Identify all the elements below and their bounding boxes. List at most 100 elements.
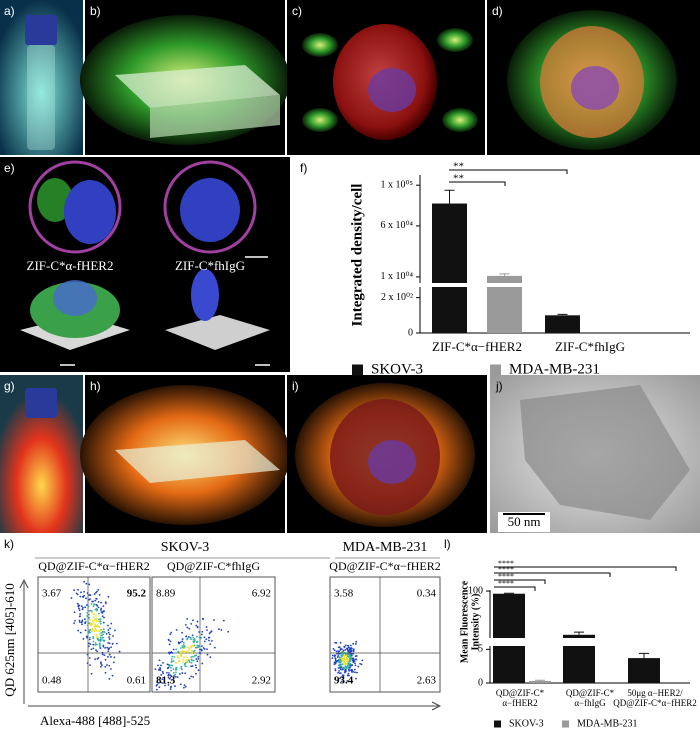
event-dot	[82, 606, 84, 609]
error-bar	[557, 313, 568, 316]
event-dot	[95, 629, 98, 632]
event-dot	[190, 649, 193, 652]
event-dot	[343, 659, 346, 662]
event-dot	[335, 650, 338, 653]
event-dot	[102, 605, 105, 607]
event-dot	[350, 657, 352, 660]
panel-label: j)	[495, 379, 503, 393]
event-dot	[195, 658, 198, 660]
event-dot	[159, 669, 162, 672]
significance-label: **	[453, 173, 464, 185]
cell-membrane	[163, 160, 257, 254]
panel-label: f)	[300, 161, 307, 175]
x-tick-label: QD@ZIF-C*	[496, 688, 545, 698]
event-dot	[346, 680, 349, 682]
event-dot	[185, 659, 188, 662]
event-dot	[339, 665, 342, 668]
event-dot	[86, 611, 89, 614]
event-dot	[193, 639, 196, 642]
cell-membrane	[28, 160, 122, 254]
event-dot	[81, 608, 84, 611]
event-dot	[101, 615, 104, 618]
event-dot	[222, 619, 225, 622]
event-dot	[88, 657, 91, 659]
event-dot	[170, 664, 172, 667]
significance-line	[449, 181, 506, 186]
event-dot	[95, 649, 97, 652]
event-dot	[206, 653, 209, 656]
event-dot	[191, 659, 194, 662]
event-dot	[333, 663, 336, 666]
event-dot	[94, 658, 97, 661]
event-dot	[78, 607, 80, 610]
event-dot	[99, 661, 102, 664]
event-dot	[90, 630, 93, 633]
event-dot	[107, 624, 109, 627]
event-dot	[182, 686, 185, 689]
event-dot	[345, 654, 348, 657]
significance-line	[449, 169, 568, 174]
event-dot	[103, 654, 106, 656]
event-dot	[355, 658, 358, 661]
event-dot	[77, 588, 79, 591]
event-dot	[169, 688, 172, 690]
event-dot	[91, 628, 94, 631]
event-dot	[104, 658, 107, 661]
event-dot	[77, 629, 80, 632]
event-dot	[334, 659, 337, 662]
nucleus	[368, 68, 416, 112]
event-dot	[183, 647, 185, 650]
event-dot	[112, 635, 114, 637]
event-dot	[339, 677, 341, 680]
event-dot	[107, 631, 110, 634]
event-dot	[76, 602, 79, 605]
event-dot	[86, 636, 88, 639]
event-dot	[340, 680, 343, 683]
event-dot	[90, 603, 93, 605]
event-dot	[220, 629, 223, 631]
quadrant-value: 6.92	[252, 588, 271, 600]
event-dot	[91, 620, 94, 622]
event-dot	[108, 636, 110, 639]
event-dot	[102, 636, 105, 639]
event-dot	[100, 609, 102, 611]
vial-cap	[25, 388, 57, 418]
event-dot	[194, 646, 197, 649]
event-dot	[182, 658, 185, 661]
event-dot	[361, 659, 364, 662]
event-dot	[187, 635, 190, 638]
bar	[487, 275, 522, 283]
event-dot	[175, 628, 178, 631]
event-dot	[96, 590, 98, 593]
event-dot	[179, 652, 182, 655]
event-dot	[205, 626, 208, 628]
event-dot	[344, 644, 347, 647]
x-tick-label: ZIF-C*α−fHER2	[432, 339, 522, 354]
significance-line	[494, 566, 677, 571]
event-dot	[100, 601, 103, 604]
event-dot	[201, 662, 204, 665]
event-dot	[352, 671, 355, 673]
event-dot	[352, 650, 355, 652]
event-dot	[339, 658, 342, 661]
event-dot	[108, 633, 111, 636]
event-dot	[191, 651, 194, 654]
event-dot	[188, 677, 191, 680]
event-dot	[90, 672, 93, 675]
significance-line	[494, 572, 611, 577]
plot-frame	[151, 576, 276, 693]
event-dot	[345, 658, 348, 660]
event-dot	[341, 659, 344, 662]
event-dot	[174, 673, 176, 676]
event-dot	[74, 619, 76, 622]
event-dot	[95, 636, 98, 638]
event-dot	[343, 660, 346, 663]
event-dot	[207, 636, 210, 639]
event-dot	[88, 622, 90, 625]
event-dot	[98, 633, 101, 636]
event-dot	[108, 647, 111, 650]
event-dot	[175, 671, 177, 674]
event-dot	[87, 617, 90, 620]
event-dot	[81, 595, 84, 598]
event-dot	[111, 674, 114, 677]
